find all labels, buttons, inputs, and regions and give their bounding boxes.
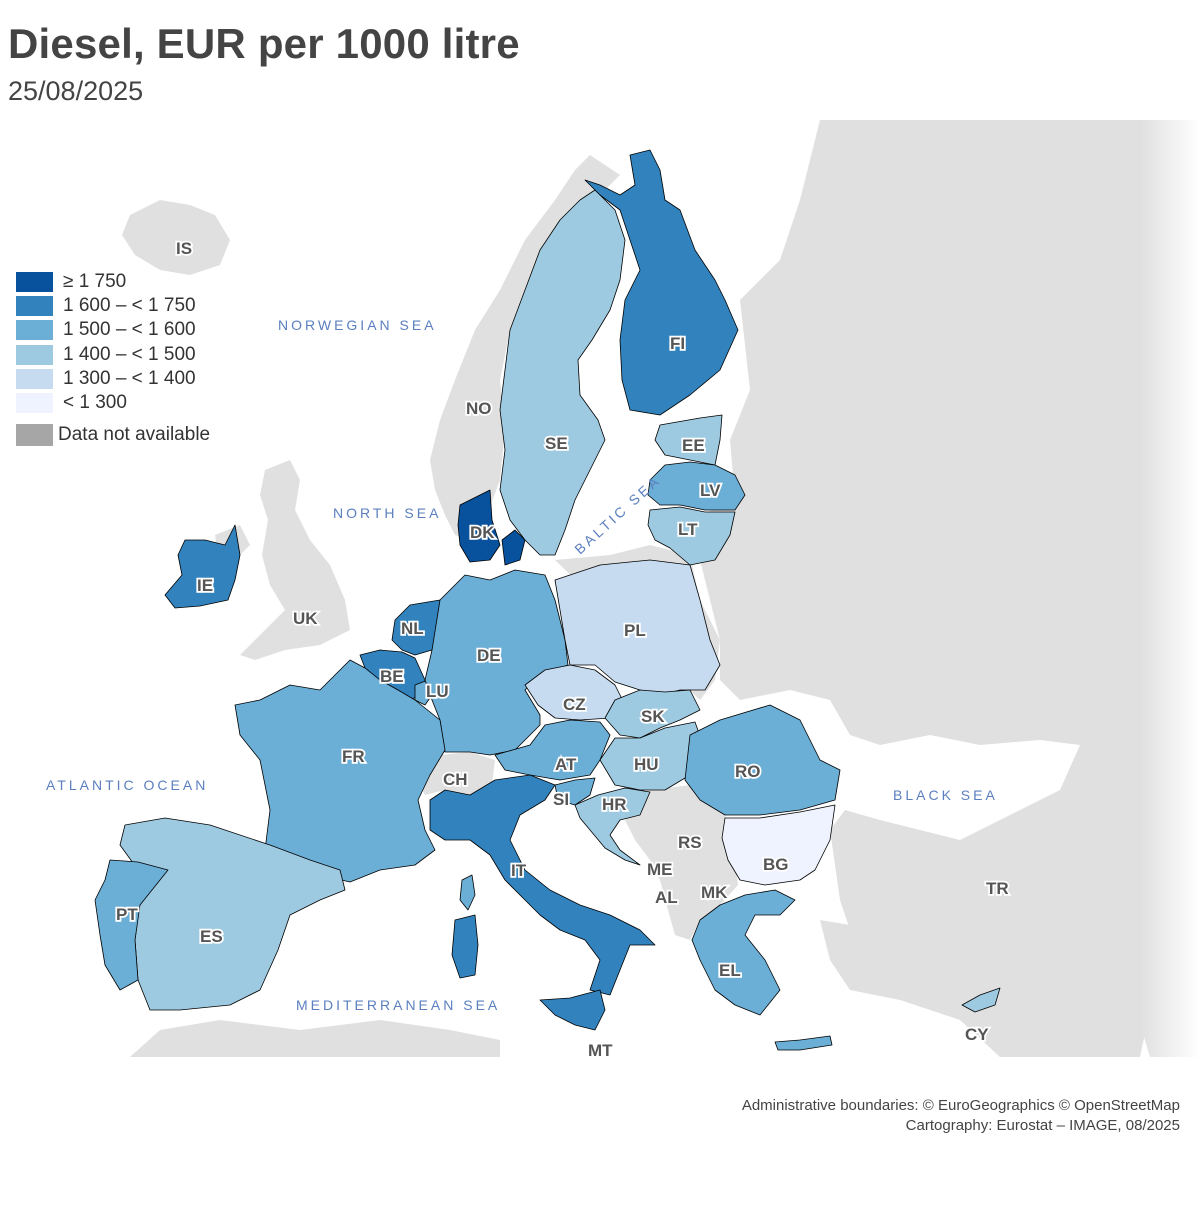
label-cz: CZ (563, 695, 586, 714)
label-es: ES (200, 927, 223, 946)
legend-item: 1 400 – < 1 500 (16, 343, 210, 367)
country-dk-islands[interactable] (501, 529, 526, 566)
legend-label: 1 300 – < 1 400 (63, 367, 196, 389)
credits: Administrative boundaries: © EuroGeograp… (742, 1096, 1180, 1136)
legend-swatch-not-available (16, 424, 53, 447)
country-lv[interactable] (647, 461, 746, 511)
label-lu: LU (426, 682, 449, 701)
label-rs: RS (678, 833, 702, 852)
sea-label-norwegian: NORWEGIAN SEA (278, 317, 437, 333)
label-me: ME (647, 860, 673, 879)
country-lt[interactable] (647, 506, 736, 566)
country-fr-corsica[interactable] (459, 874, 476, 911)
legend-item: ≥ 1 750 (16, 270, 210, 294)
label-dk: DK (470, 523, 495, 542)
legend-swatch (16, 296, 53, 317)
label-it: IT (511, 861, 527, 880)
country-pt[interactable] (94, 859, 169, 991)
sea-label-north: NORTH SEA (333, 505, 441, 521)
label-at: AT (555, 755, 577, 774)
legend-swatch (16, 272, 53, 293)
label-be: BE (380, 667, 404, 686)
country-it-sicily[interactable] (539, 989, 606, 1031)
label-lt: LT (678, 520, 698, 539)
legend-label: 1 500 – < 1 600 (63, 319, 196, 341)
label-ro: RO (735, 762, 761, 781)
country-cy[interactable] (961, 987, 1001, 1013)
sea-label-mediterranean: MEDITERRANEAN SEA (296, 997, 500, 1013)
label-el: EL (719, 961, 741, 980)
country-el-crete[interactable] (774, 1035, 833, 1051)
legend-item: < 1 300 (16, 391, 210, 415)
sea-label-black: BLACK SEA (893, 787, 998, 803)
country-ie[interactable] (164, 524, 241, 609)
legend-swatch (16, 320, 53, 341)
country-dk[interactable] (457, 489, 501, 563)
label-lv: LV (700, 481, 721, 500)
label-hu: HU (634, 755, 659, 774)
country-pl[interactable] (554, 559, 721, 696)
label-al: AL (655, 888, 678, 907)
map-title: Diesel, EUR per 1000 litre (8, 20, 520, 67)
label-tr: TR (986, 879, 1009, 898)
legend-label: 1 400 – < 1 500 (63, 343, 196, 365)
country-it-sardinia[interactable] (451, 914, 479, 979)
label-pt: PT (116, 905, 138, 924)
country-hr[interactable] (574, 787, 651, 866)
legend-swatch (16, 393, 53, 414)
label-cy: CY (965, 1025, 989, 1044)
label-mt: MT (588, 1041, 613, 1060)
label-de: DE (477, 646, 501, 665)
label-no: NO (466, 399, 492, 418)
label-ee: EE (682, 436, 705, 455)
country-ro[interactable] (684, 704, 841, 816)
legend: ≥ 1 750 1 600 – < 1 750 1 500 – < 1 600 … (16, 270, 210, 447)
label-ch: CH (443, 770, 468, 789)
label-sk: SK (641, 707, 665, 726)
legend-label: 1 600 – < 1 750 (63, 295, 196, 317)
country-it[interactable] (429, 774, 656, 996)
label-pl: PL (624, 621, 646, 640)
country-sk[interactable] (604, 689, 701, 739)
legend-label-not-available: Data not available (58, 424, 211, 446)
label-si: SI (553, 790, 569, 809)
label-se: SE (545, 434, 568, 453)
country-fi[interactable] (584, 149, 739, 416)
legend-item: 1 300 – < 1 400 (16, 367, 210, 391)
country-at[interactable] (494, 719, 611, 781)
legend-label: < 1 300 (63, 392, 127, 414)
label-is: IS (176, 239, 192, 258)
label-uk: UK (293, 609, 318, 628)
label-mk: MK (701, 883, 728, 902)
label-fr: FR (342, 747, 365, 766)
legend-item: 1 600 – < 1 750 (16, 294, 210, 318)
country-bg[interactable] (721, 804, 836, 886)
sea-label-atlantic: ATLANTIC OCEAN (46, 777, 208, 793)
label-bg: BG (763, 855, 789, 874)
label-hr: HR (602, 795, 627, 814)
credits-boundaries: Administrative boundaries: © EuroGeograp… (741, 1097, 1180, 1114)
credits-cartography: Cartography: Eurostat – IMAGE, 08/2025 (905, 1117, 1180, 1134)
label-ie: IE (197, 576, 213, 595)
country-se[interactable] (499, 189, 626, 556)
label-nl: NL (401, 619, 424, 638)
country-si[interactable] (554, 777, 596, 806)
legend-label: ≥ 1 750 (63, 271, 127, 293)
country-de[interactable] (424, 569, 569, 756)
legend-swatch (16, 368, 53, 389)
label-fi: FI (670, 334, 685, 353)
legend-swatch (16, 344, 53, 365)
legend-item-not-available: Data not available (16, 423, 210, 447)
legend-item: 1 500 – < 1 600 (16, 318, 210, 342)
country-el[interactable] (691, 889, 796, 1016)
map-date: 25/08/2025 (8, 76, 144, 106)
